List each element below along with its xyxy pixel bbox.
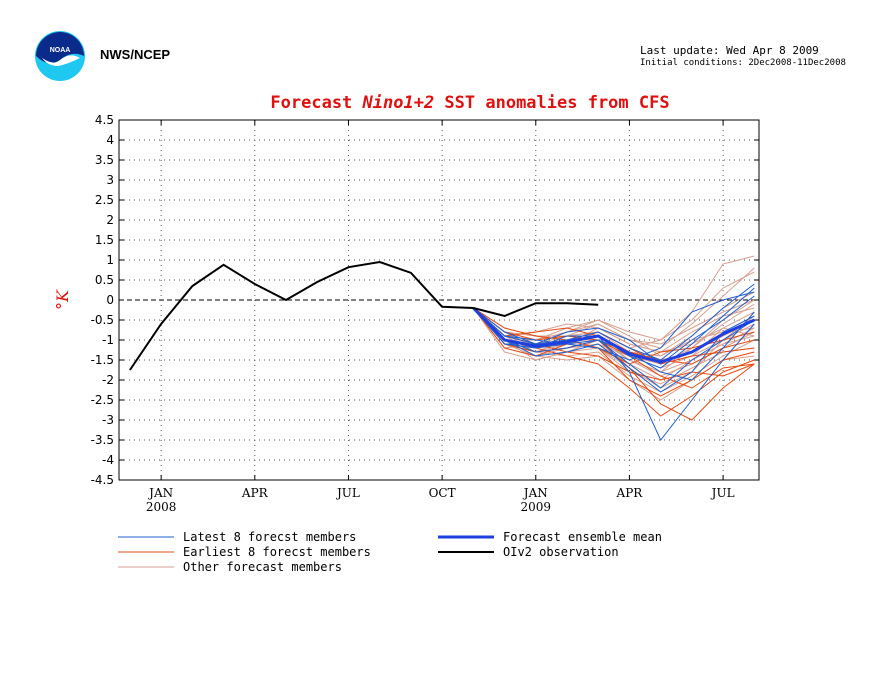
x-tick-label: APR xyxy=(616,486,644,500)
y-tick-label: 3.5 xyxy=(95,153,114,167)
tick-layer: 4.5 4 3.5 3 2.5 2 1.5 1 0.5 0 -0.5 -1 -1.5 -2 -2.5 -3 -3… xyxy=(91,113,759,514)
y-tick-label: 3 xyxy=(106,173,114,187)
y-tick-label: 2.5 xyxy=(95,193,114,207)
y-tick-label: -1 xyxy=(102,333,114,347)
y-tick-label: 2 xyxy=(106,213,114,227)
last-update-text: Last update: Wed Apr 8 2009 xyxy=(640,44,819,57)
y-tick-label: 4 xyxy=(106,133,114,147)
agency-label: NWS/NCEP xyxy=(100,47,171,62)
y-tick-label: -3 xyxy=(102,413,114,427)
x-year-label: 2008 xyxy=(146,500,177,514)
noaa-logo: NOAA xyxy=(35,31,85,81)
title-italic: Nino1+2 xyxy=(362,93,435,113)
grid-layer xyxy=(119,120,759,480)
x-tick-label: JUL xyxy=(710,486,735,500)
ensemble-mean-line xyxy=(472,306,755,364)
y-tick-label: 1 xyxy=(106,253,114,267)
noaa-logo-bird xyxy=(42,55,80,66)
title-suffix: SST anomalies from CFS xyxy=(434,93,669,113)
y-tick-label: -4 xyxy=(102,453,114,467)
x-tick-label: APR xyxy=(241,486,269,500)
latest-member-line xyxy=(472,307,755,393)
legend-obs-label: OIv2 observation xyxy=(503,545,619,559)
legend-mean-label: Forecast ensemble mean xyxy=(503,530,662,544)
series-layer xyxy=(129,255,755,441)
noaa-logo-wordmark-band xyxy=(46,46,74,53)
y-tick-label: 1.5 xyxy=(95,233,114,247)
legend-other-label: Other forecast members xyxy=(183,560,342,574)
latest-member-line xyxy=(472,283,755,361)
y-tick-label: -2 xyxy=(102,373,114,387)
y-tick-label: 0.5 xyxy=(95,273,114,287)
y-axis-label: °K xyxy=(53,289,72,310)
chart-title: Forecast Nino1+2 SST anomalies from CFS xyxy=(270,93,669,113)
x-year-label: 2009 xyxy=(521,500,552,514)
y-tick-label: -4.5 xyxy=(91,473,114,487)
y-tick-label: -3.5 xyxy=(91,433,114,447)
y-tick-label: -1.5 xyxy=(91,353,114,367)
title-prefix: Forecast xyxy=(270,93,362,113)
x-tick-label: JUL xyxy=(335,486,360,500)
y-tick-label: -0.5 xyxy=(91,313,114,327)
legend-latest-label: Latest 8 forecst members xyxy=(183,530,356,544)
x-tick-label: JAN xyxy=(147,486,173,500)
earliest-member-line xyxy=(472,307,755,389)
legend-earliest-label: Earliest 8 forecst members xyxy=(183,545,371,559)
observation-line xyxy=(129,260,599,371)
y-tick-label: 0 xyxy=(106,293,114,307)
initial-conditions-text: Initial conditions: 2Dec2008-11Dec2008 xyxy=(640,58,846,68)
y-tick-label: -2.5 xyxy=(91,393,114,407)
x-tick-label: JAN xyxy=(522,486,548,500)
x-tick-label: OCT xyxy=(429,486,456,500)
noaa-logo-wordmark: NOAA xyxy=(50,47,71,54)
y-tick-label: 4.5 xyxy=(95,113,114,127)
